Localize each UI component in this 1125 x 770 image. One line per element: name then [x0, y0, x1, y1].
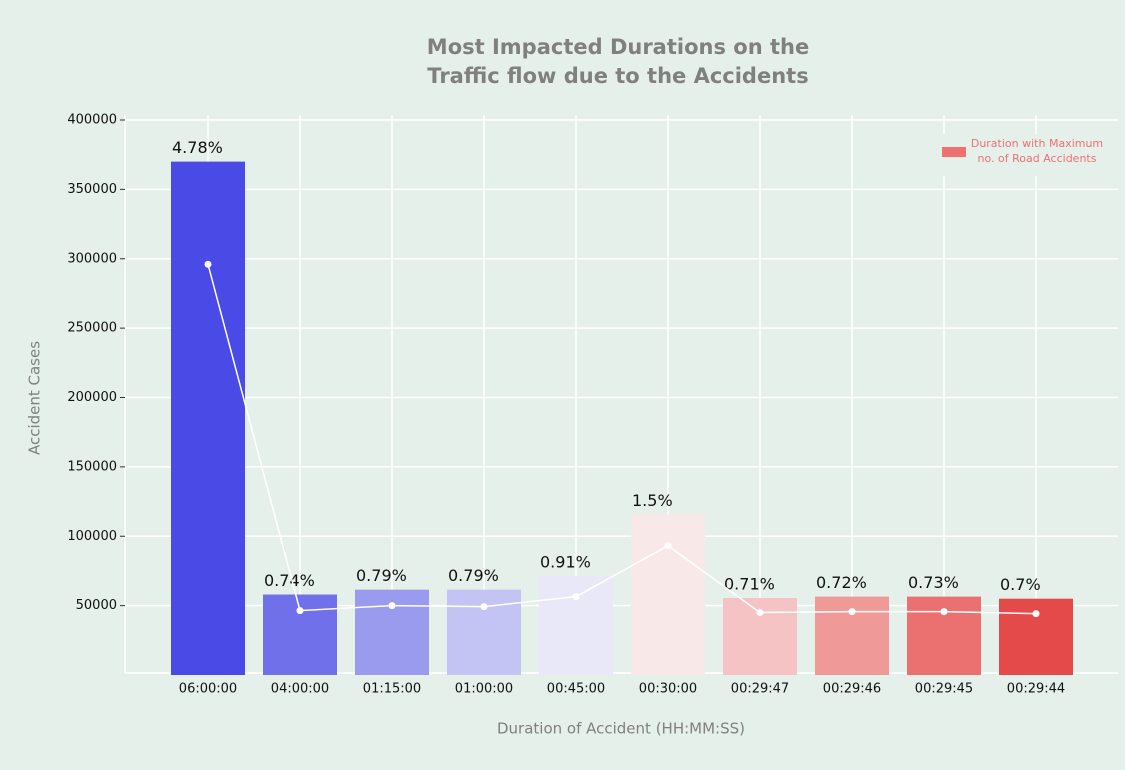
bar-annotation: 0.79% [356, 566, 407, 585]
bar-annotation: 1.5% [632, 491, 673, 510]
legend-label: Duration with Maximum [971, 137, 1103, 150]
bar-annotation: 0.91% [540, 552, 591, 571]
x-tick-label: 00:29:44 [1007, 682, 1065, 697]
y-axis-label: Accident Cases [26, 341, 44, 455]
line-point [204, 260, 212, 268]
bar [171, 161, 245, 675]
x-tick-label: 04:00:00 [271, 682, 329, 697]
bar-annotation: 0.72% [816, 573, 867, 592]
x-tick-label: 01:15:00 [363, 682, 421, 697]
bar [631, 514, 705, 675]
x-tick-label: 00:30:00 [639, 682, 697, 697]
y-tick-label: 200000 [67, 390, 117, 405]
chart-title: Most Impacted Durations on the [427, 35, 809, 59]
line-point [664, 542, 672, 550]
line-point [756, 609, 764, 617]
bar [263, 594, 337, 675]
chart-title: Traffic flow due to the Accidents [427, 64, 808, 88]
line-point [296, 607, 304, 615]
line-point [480, 603, 488, 611]
y-tick-label: 350000 [67, 182, 117, 197]
bar [447, 589, 521, 675]
y-tick-label: 150000 [67, 459, 117, 474]
legend-label: no. of Road Accidents [978, 152, 1097, 165]
bar-annotation: 4.78% [172, 138, 223, 157]
y-tick-label: 300000 [67, 251, 117, 266]
line-point [572, 593, 580, 601]
x-axis-label: Duration of Accident (HH:MM:SS) [497, 720, 745, 738]
y-tick-label: 250000 [67, 321, 117, 336]
y-tick-label: 100000 [67, 529, 117, 544]
bar-annotation: 0.74% [264, 571, 315, 590]
bar-annotation: 0.7% [1000, 575, 1041, 594]
y-tick-label: 400000 [67, 113, 117, 128]
line [207, 264, 1037, 615]
bar-annotation: 0.71% [724, 574, 775, 593]
y-tick-label: 50000 [76, 598, 117, 613]
bar-annotation: 0.79% [448, 566, 499, 585]
line-point [388, 602, 396, 610]
bar [539, 575, 613, 675]
x-tick-label: 00:29:47 [731, 682, 789, 697]
bar-annotation: 0.73% [908, 573, 959, 592]
legend-swatch [942, 147, 966, 157]
x-tick-label: 06:00:00 [179, 682, 237, 697]
x-tick-label: 00:29:45 [915, 682, 973, 697]
line-point [940, 608, 948, 616]
line-point [1032, 610, 1040, 618]
bar [999, 598, 1073, 675]
x-tick-label: 01:00:00 [455, 682, 513, 697]
x-tick-label: 00:29:46 [823, 682, 881, 697]
line-point [848, 608, 856, 616]
x-tick-label: 00:45:00 [547, 682, 605, 697]
